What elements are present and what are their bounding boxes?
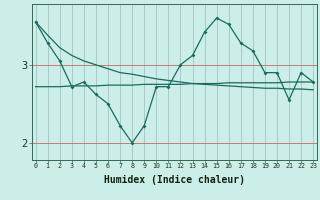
X-axis label: Humidex (Indice chaleur): Humidex (Indice chaleur) — [104, 175, 245, 185]
